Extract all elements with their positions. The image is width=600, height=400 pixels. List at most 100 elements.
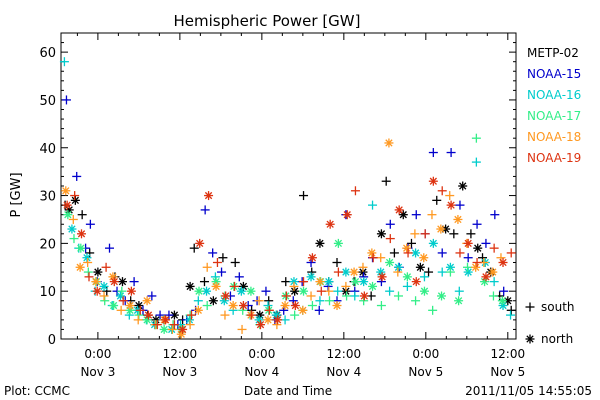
data-point-south	[217, 267, 227, 277]
data-point-north	[481, 272, 491, 282]
data-point-south	[189, 243, 199, 253]
data-point-south	[455, 200, 465, 210]
data-point-north	[280, 301, 290, 311]
x-tick-label-date: Nov 3	[80, 365, 115, 379]
data-point-south	[212, 258, 222, 267]
y-tick-label: 0	[48, 333, 56, 348]
data-point-north	[263, 315, 273, 325]
data-point-north	[195, 238, 205, 248]
y-tick-label: 60	[39, 46, 56, 61]
data-point-north	[211, 281, 221, 291]
data-point-south	[116, 305, 126, 315]
data-point-south	[186, 310, 196, 320]
data-point-north	[428, 238, 438, 248]
data-point-north	[99, 281, 109, 291]
data-point-south	[506, 305, 516, 315]
data-point-north	[76, 229, 86, 239]
x-tick-label-time: 12:00	[163, 347, 198, 361]
data-point-north	[299, 286, 309, 296]
data-point-south	[210, 272, 220, 282]
data-point-south	[323, 281, 333, 291]
data-point-south	[290, 310, 300, 320]
north-symbol-icon	[525, 334, 535, 344]
data-point-south	[61, 95, 71, 105]
data-point-north	[498, 301, 508, 311]
data-point-north	[93, 267, 103, 277]
data-point-south	[72, 171, 82, 181]
y-tick-label: 30	[39, 190, 56, 205]
symbol-legend-label: south	[541, 300, 575, 314]
data-point-north	[306, 272, 316, 282]
x-tick-label-date: Nov 5	[408, 365, 443, 379]
data-point-south	[69, 234, 79, 244]
data-point-north	[393, 262, 403, 272]
data-point-south	[129, 277, 139, 287]
data-point-south	[77, 210, 87, 220]
data-point-south	[230, 258, 240, 267]
data-point-north	[208, 296, 218, 306]
data-point-south	[342, 291, 352, 301]
data-point-south	[261, 286, 271, 296]
data-point-south	[185, 320, 195, 330]
data-point-north	[368, 281, 378, 291]
data-point-south	[324, 286, 334, 296]
data-point-south	[264, 305, 274, 315]
data-point-south	[280, 315, 290, 325]
data-point-north	[463, 267, 473, 277]
data-point-north	[61, 186, 71, 196]
data-point-south	[403, 248, 413, 258]
data-point-north	[342, 210, 352, 220]
data-point-north	[194, 286, 204, 296]
data-point-south	[218, 253, 228, 263]
data-point-south	[341, 281, 351, 291]
x-tick-label-time: 12:00	[327, 347, 362, 361]
legend-item: NOAA-15	[527, 67, 581, 81]
data-point-south	[481, 238, 491, 248]
data-point-north	[92, 286, 102, 296]
data-point-south	[368, 200, 378, 210]
data-point-south	[471, 133, 481, 143]
data-point-south	[164, 310, 174, 320]
data-point-north	[358, 267, 368, 277]
data-point-south	[202, 262, 212, 272]
data-point-north	[67, 224, 77, 234]
data-point-south	[376, 277, 386, 287]
data-point-north	[454, 296, 464, 306]
data-point-north	[184, 315, 194, 325]
data-point-north	[341, 267, 351, 277]
data-point-south	[306, 291, 316, 301]
footer-credit: Plot: CCMC	[4, 384, 70, 398]
data-point-south	[410, 229, 420, 239]
data-point-south	[437, 248, 447, 258]
data-point-north	[290, 286, 300, 296]
data-point-north	[298, 305, 308, 315]
data-point-north	[193, 305, 203, 315]
data-point-north	[76, 243, 86, 253]
data-point-north	[419, 253, 429, 263]
data-point-north	[488, 267, 498, 277]
data-point-south	[299, 277, 309, 287]
data-point-north	[325, 219, 335, 229]
data-point-south	[437, 186, 447, 196]
data-point-south	[155, 310, 165, 320]
y-tick-label: 40	[39, 142, 56, 157]
data-point-south	[263, 301, 273, 311]
legend-item: NOAA-18	[527, 130, 581, 144]
data-point-south	[437, 267, 447, 277]
data-point-south	[264, 296, 274, 306]
data-point-south	[254, 296, 264, 306]
data-point-south	[84, 272, 94, 282]
data-point-south	[105, 243, 115, 253]
data-point-north	[117, 277, 127, 287]
data-point-south	[489, 277, 499, 287]
data-point-north	[473, 243, 483, 253]
data-point-north	[143, 310, 153, 320]
data-point-south	[118, 296, 128, 306]
y-tick-label: 10	[39, 285, 56, 300]
data-point-south	[324, 296, 334, 306]
data-point-south	[100, 296, 110, 306]
data-point-south	[506, 310, 516, 320]
data-point-south	[411, 296, 421, 306]
data-point-south	[506, 248, 516, 258]
series-noaa-19	[62, 176, 516, 334]
